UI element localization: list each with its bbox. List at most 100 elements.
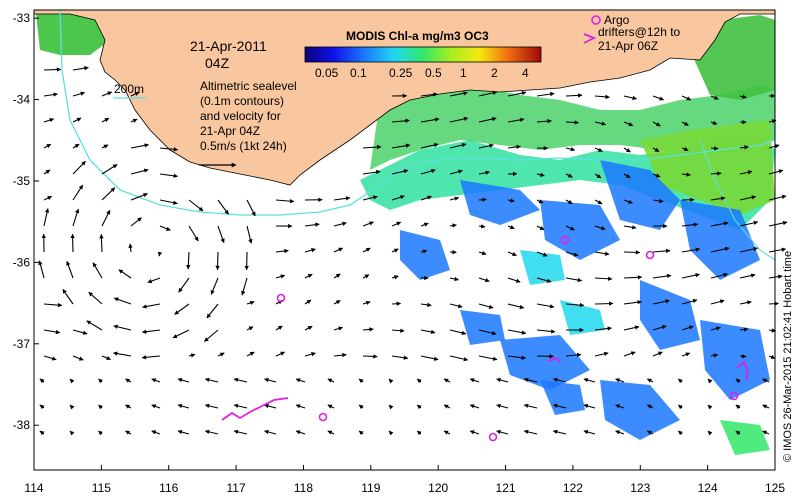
velocity-arrow xyxy=(449,142,467,149)
velocity-arrow xyxy=(130,168,149,175)
velocity-arrow xyxy=(507,303,525,310)
x-tick-label: 124 xyxy=(698,481,718,495)
velocity-arrow xyxy=(652,147,660,153)
velocity-arrow xyxy=(141,355,161,360)
velocity-arrow xyxy=(420,195,432,201)
velocity-arrow xyxy=(507,198,515,203)
drifter-legend-icon xyxy=(583,33,597,44)
velocity-arrow xyxy=(623,275,643,280)
y-tick-label: -34 xyxy=(13,93,31,107)
velocity-arrow xyxy=(594,225,606,231)
velocity-arrow xyxy=(388,430,394,436)
velocity-arrow xyxy=(707,378,713,384)
velocity-arrow xyxy=(391,355,409,360)
velocity-arrow xyxy=(101,164,118,175)
velocity-arrow xyxy=(62,289,74,305)
velocity-arrow xyxy=(652,325,667,331)
velocity-arrow xyxy=(43,67,62,72)
velocity-arrow xyxy=(449,303,463,309)
velocity-arrow xyxy=(72,208,80,227)
velocity-arrow xyxy=(768,220,788,227)
velocity-arrow xyxy=(507,225,515,230)
description-block: Altimetric sealevel (0.1m contours) and … xyxy=(200,79,297,153)
y-tick-label: -36 xyxy=(13,255,31,269)
y-tick-label: -33 xyxy=(13,11,31,25)
velocity-arrow xyxy=(552,403,567,409)
velocity-arrow xyxy=(478,303,494,309)
description-line: 0.5m/s (1kt 24h) xyxy=(200,139,287,153)
colorbar-tick: 4 xyxy=(522,66,529,80)
velocity-arrow xyxy=(739,94,747,99)
x-axis: 114 115 116 117 118 119 120 121 122 123 124 125 xyxy=(24,465,785,495)
velocity-arrow xyxy=(565,93,583,98)
velocity-arrow xyxy=(43,195,53,201)
velocity-arrow xyxy=(362,300,371,306)
velocity-arrow xyxy=(507,90,527,97)
velocity-arrow xyxy=(768,274,783,279)
velocity-arrow xyxy=(43,118,55,123)
velocity-arrow xyxy=(101,209,111,227)
velocity-arrow xyxy=(523,377,538,383)
velocity-arrow xyxy=(39,378,45,384)
velocity-arrow xyxy=(101,355,112,361)
velocity-arrow xyxy=(358,430,364,436)
velocity-arrow xyxy=(565,251,579,257)
velocity-arrow xyxy=(275,274,286,279)
velocity-arrow xyxy=(72,66,89,71)
velocity-arrow xyxy=(469,378,480,383)
velocity-arrow xyxy=(536,225,545,231)
velocity-arrow xyxy=(647,404,654,409)
colorbar-tick: 0.25 xyxy=(389,66,413,80)
velocity-arrow xyxy=(523,429,538,435)
velocity-arrow xyxy=(333,247,344,253)
velocity-arrow xyxy=(172,329,190,339)
velocity-arrow xyxy=(72,91,86,97)
velocity-arrow xyxy=(565,352,582,358)
velocity-arrow xyxy=(362,195,378,201)
velocity-arrow xyxy=(735,430,741,436)
velocity-arrow xyxy=(391,195,405,201)
velocity-arrow xyxy=(159,199,178,205)
description-line: (0.1m contours) xyxy=(200,94,284,108)
velocity-arrow xyxy=(101,91,113,97)
velocity-arrow xyxy=(681,272,700,279)
velocity-arrow xyxy=(678,378,683,384)
velocity-arrow xyxy=(72,355,84,361)
velocity-arrow xyxy=(125,430,132,435)
velocity-arrow xyxy=(388,378,394,384)
velocity-arrow xyxy=(594,121,607,126)
description-line: 21-Apr 04Z xyxy=(200,124,260,138)
velocity-arrow xyxy=(652,198,664,204)
velocity-arrow xyxy=(707,404,713,410)
velocity-arrow xyxy=(43,169,51,175)
velocity-arrow xyxy=(99,233,104,253)
velocity-arrow xyxy=(710,196,726,201)
velocity-arrow xyxy=(478,277,490,283)
colorbar-ramp xyxy=(304,46,542,63)
velocity-arrow xyxy=(647,430,654,435)
velocity-arrow xyxy=(565,302,585,308)
velocity-arrow xyxy=(449,169,463,175)
velocity-arrow xyxy=(594,251,610,256)
velocity-arrow xyxy=(416,404,422,410)
velocity-arrow xyxy=(69,404,75,410)
velocity-arrow xyxy=(159,147,179,152)
map-time: 04Z xyxy=(205,55,230,71)
velocity-arrow xyxy=(594,199,603,205)
velocity-arrow xyxy=(652,299,670,305)
velocity-arrow xyxy=(233,377,248,383)
velocity-arrow xyxy=(478,170,490,175)
x-tick-label: 116 xyxy=(159,481,178,495)
velocity-arrow xyxy=(246,199,256,217)
velocity-arrow xyxy=(710,95,719,100)
velocity-arrow xyxy=(478,197,487,202)
argo-float-marker xyxy=(645,250,655,260)
colorbar-tick: 0.1 xyxy=(350,66,367,80)
velocity-arrow xyxy=(583,429,596,435)
drifter-legend-label: 21-Apr 06Z xyxy=(598,39,658,53)
velocity-arrow xyxy=(478,250,487,256)
argo-legend-label: Argo xyxy=(604,13,630,27)
x-tick-label: 114 xyxy=(24,481,43,495)
velocity-arrow xyxy=(142,303,161,309)
